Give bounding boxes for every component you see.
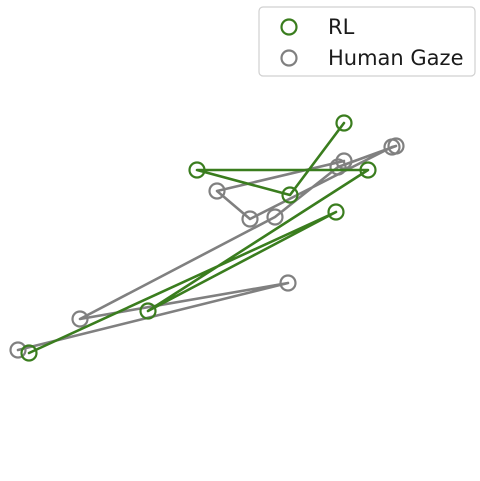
point-human-gaze-2 <box>208 182 226 200</box>
legend-label-rl: RL <box>328 15 355 39</box>
legend-frame <box>258 6 476 77</box>
point-human-gaze-5 <box>387 137 405 155</box>
point-human-gaze-3 <box>241 210 259 228</box>
series-human-gaze <box>9 137 405 359</box>
point-human-gaze-8 <box>71 310 89 328</box>
legend-entry-rl: RL <box>280 15 355 39</box>
series-rl <box>20 114 377 362</box>
point-human-gaze-10 <box>9 341 27 359</box>
point-rl-7 <box>20 344 38 362</box>
series-line-human-gaze <box>16 144 398 352</box>
plot-area <box>9 114 405 362</box>
series-line-rl <box>27 121 370 355</box>
point-rl-5 <box>139 302 157 320</box>
point-human-gaze-9 <box>279 274 297 292</box>
legend: RL Human Gaze <box>258 6 476 77</box>
point-human-gaze-6 <box>329 158 347 176</box>
point-human-gaze-1 <box>335 152 353 170</box>
legend-marker-rl <box>280 18 298 36</box>
point-rl-2 <box>281 186 299 204</box>
point-rl-3 <box>188 161 206 179</box>
legend-entry-human-gaze: Human Gaze <box>280 46 464 70</box>
point-human-gaze-7 <box>266 208 284 226</box>
point-rl-4 <box>359 161 377 179</box>
legend-marker-human-gaze <box>280 49 298 67</box>
point-rl-1 <box>335 114 353 132</box>
legend-label-human-gaze: Human Gaze <box>328 46 464 70</box>
point-rl-6 <box>327 203 345 221</box>
